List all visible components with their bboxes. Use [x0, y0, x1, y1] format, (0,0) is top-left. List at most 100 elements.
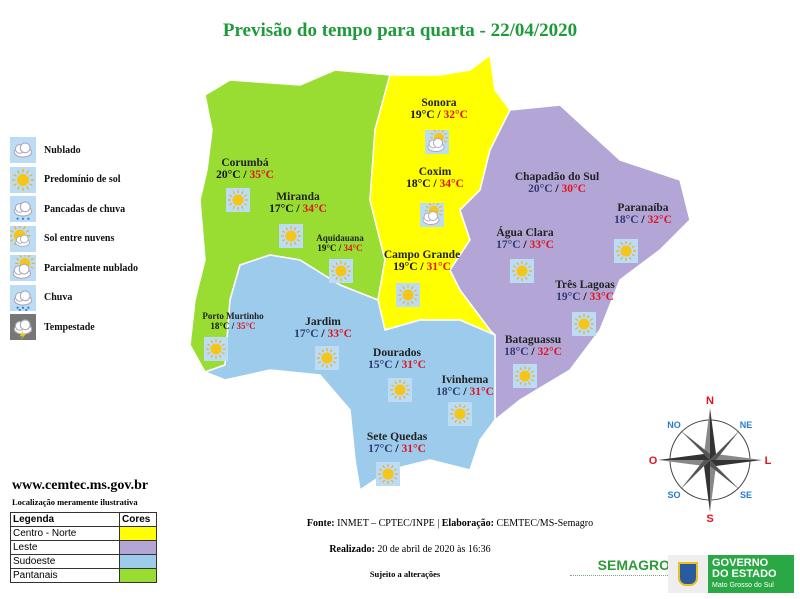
city-forecast: Três Lagoas 19°C / 33°C — [555, 279, 615, 303]
sun-icon — [614, 239, 638, 263]
temp-min: 17°C — [368, 443, 393, 455]
city-name: Corumbá — [221, 157, 269, 169]
page-title: Previsão do tempo para quarta - 22/04/20… — [222, 20, 578, 41]
city-name: Chapadão do Sul — [514, 171, 600, 183]
city-temps: 17°C / 31°C — [368, 443, 426, 455]
legend-sudoeste: Sudoeste — [10, 554, 120, 569]
compass-no: NO — [667, 420, 681, 430]
temp-max: 31°C — [401, 443, 426, 455]
swatch-centro-norte — [119, 526, 157, 541]
city-temps: 19°C / 32°C — [410, 109, 468, 121]
swatch-leste — [119, 540, 157, 555]
city-temps: 20°C / 35°C — [216, 169, 274, 181]
temp-max: 32°C — [537, 346, 562, 358]
city-forecast: Ivinhema 18°C / 31°C — [436, 374, 494, 398]
temp-min: 17°C — [294, 328, 319, 340]
city-temps: 15°C / 31°C — [368, 359, 426, 371]
city-temps: 17°C / 34°C — [269, 203, 327, 215]
legend-label: Sol entre nuvens — [44, 233, 115, 244]
legend-item: Nublado — [10, 137, 81, 163]
region-legend-table: Legenda Cores Centro - Norte Leste Sudoe… — [10, 512, 157, 583]
city-name: Coxim — [418, 166, 452, 178]
city-temps: 18°C / 34°C — [406, 178, 464, 190]
temp-min: 18°C — [504, 346, 529, 358]
cloud-icon — [10, 137, 36, 163]
governo-logo: GOVERNO DO ESTADO Mato Grosso do Sul — [668, 555, 794, 593]
city-forecast: Sete Quedas 17°C / 31°C — [367, 431, 427, 455]
sun-icon — [329, 259, 353, 283]
legend-label: Tempestade — [44, 321, 95, 333]
compass-n: N — [706, 395, 714, 407]
city-forecast: Água Clara 17°C / 33°C — [496, 227, 554, 251]
fonte-label: Fonte: — [306, 518, 335, 529]
semagro-logo: SEMAGRO — [570, 557, 670, 586]
sun-icon — [396, 283, 420, 307]
compass-so: SO — [667, 490, 680, 500]
temp-min: 19°C — [317, 243, 337, 253]
sun-icon — [376, 462, 400, 486]
temp-max: 34°C — [343, 243, 363, 253]
city-temps: 18°C / 31°C — [436, 386, 494, 398]
elab-label: Elaboração: — [441, 518, 494, 529]
city-forecast: Campo Grande 19°C / 31°C — [384, 249, 460, 273]
city-name: Miranda — [276, 191, 320, 203]
source-line: Fonte: INMET – CPTEC/INPE | Elaboração: … — [290, 518, 610, 529]
legend-label: Chuva — [44, 292, 73, 303]
legend-item: Chuva — [10, 284, 73, 311]
compass-ne: NE — [740, 420, 753, 430]
partly-cloudy-icon — [425, 128, 449, 154]
city-temps: 20°C / 30°C — [528, 183, 586, 195]
realizado-line: Realizado: 20 de abril de 2020 às 16:36 — [290, 544, 530, 555]
temp-min: 20°C — [216, 169, 241, 181]
temp-min: 17°C — [496, 239, 521, 251]
rain-icon — [10, 284, 36, 311]
region-leste — [449, 104, 691, 421]
city-temps: 19°C / 34°C — [317, 243, 363, 253]
temp-min: 19°C — [393, 261, 418, 273]
city-name: Aquidauana — [316, 233, 364, 243]
legend-item: Tempestade — [10, 314, 95, 340]
city-name: Jardim — [305, 316, 341, 328]
temp-max: 34°C — [439, 178, 464, 190]
temp-max: 31°C — [401, 359, 426, 371]
legend-pantanais: Pantanais — [10, 568, 120, 583]
temp-min: 19°C — [410, 109, 435, 121]
city-forecast: Aquidauana 19°C / 34°C — [316, 233, 364, 253]
subject-to-change: Sujeito a alterações — [369, 569, 441, 579]
legend-item: Predomínio de sol — [10, 166, 120, 193]
partly-cloudy-icon — [10, 253, 36, 281]
temp-max: 32°C — [647, 214, 672, 226]
city-forecast: Jardim 17°C / 33°C — [294, 316, 352, 340]
city-name: Bataguassu — [504, 334, 562, 346]
city-name: Três Lagoas — [555, 279, 615, 291]
website-link[interactable]: www.cemtec.ms.gov.br — [12, 478, 149, 493]
illustrative-note: Localização meramente ilustrativa — [12, 497, 138, 507]
legend-item: Sol entre nuvens — [8, 224, 115, 252]
legend-label: Nublado — [44, 144, 81, 156]
temp-min: 18°C — [436, 386, 461, 398]
temp-max: 35°C — [249, 169, 274, 181]
city-name: Dourados — [373, 347, 421, 359]
city-name: Água Clara — [496, 227, 554, 239]
storm-icon — [10, 314, 36, 340]
swatch-pantanais — [119, 568, 157, 583]
city-forecast: Sonora 19°C / 32°C — [410, 97, 468, 121]
temp-max: 32°C — [443, 109, 468, 121]
city-forecast: Dourados 15°C / 31°C — [368, 347, 426, 371]
sun-icon — [388, 378, 412, 402]
compass-se: SE — [740, 490, 752, 500]
city-temps: 19°C / 33°C — [556, 291, 614, 303]
city-forecast: Porto Murtinho 18°C / 35°C — [202, 311, 263, 331]
city-name: Paranaíba — [617, 202, 669, 214]
legend-header: Legenda — [10, 512, 120, 527]
temp-max: 33°C — [529, 239, 554, 251]
compass-rose: N S L O NE NO SE SO — [649, 395, 772, 525]
compass-s: S — [706, 513, 713, 525]
legend-centro-norte: Centro - Norte — [10, 526, 120, 541]
city-temps: 17°C / 33°C — [496, 239, 554, 251]
city-temps: 18°C / 32°C — [614, 214, 672, 226]
compass-o: O — [649, 455, 658, 467]
legend-label: Pancadas de chuva — [44, 203, 126, 215]
sun-icon — [10, 166, 36, 193]
